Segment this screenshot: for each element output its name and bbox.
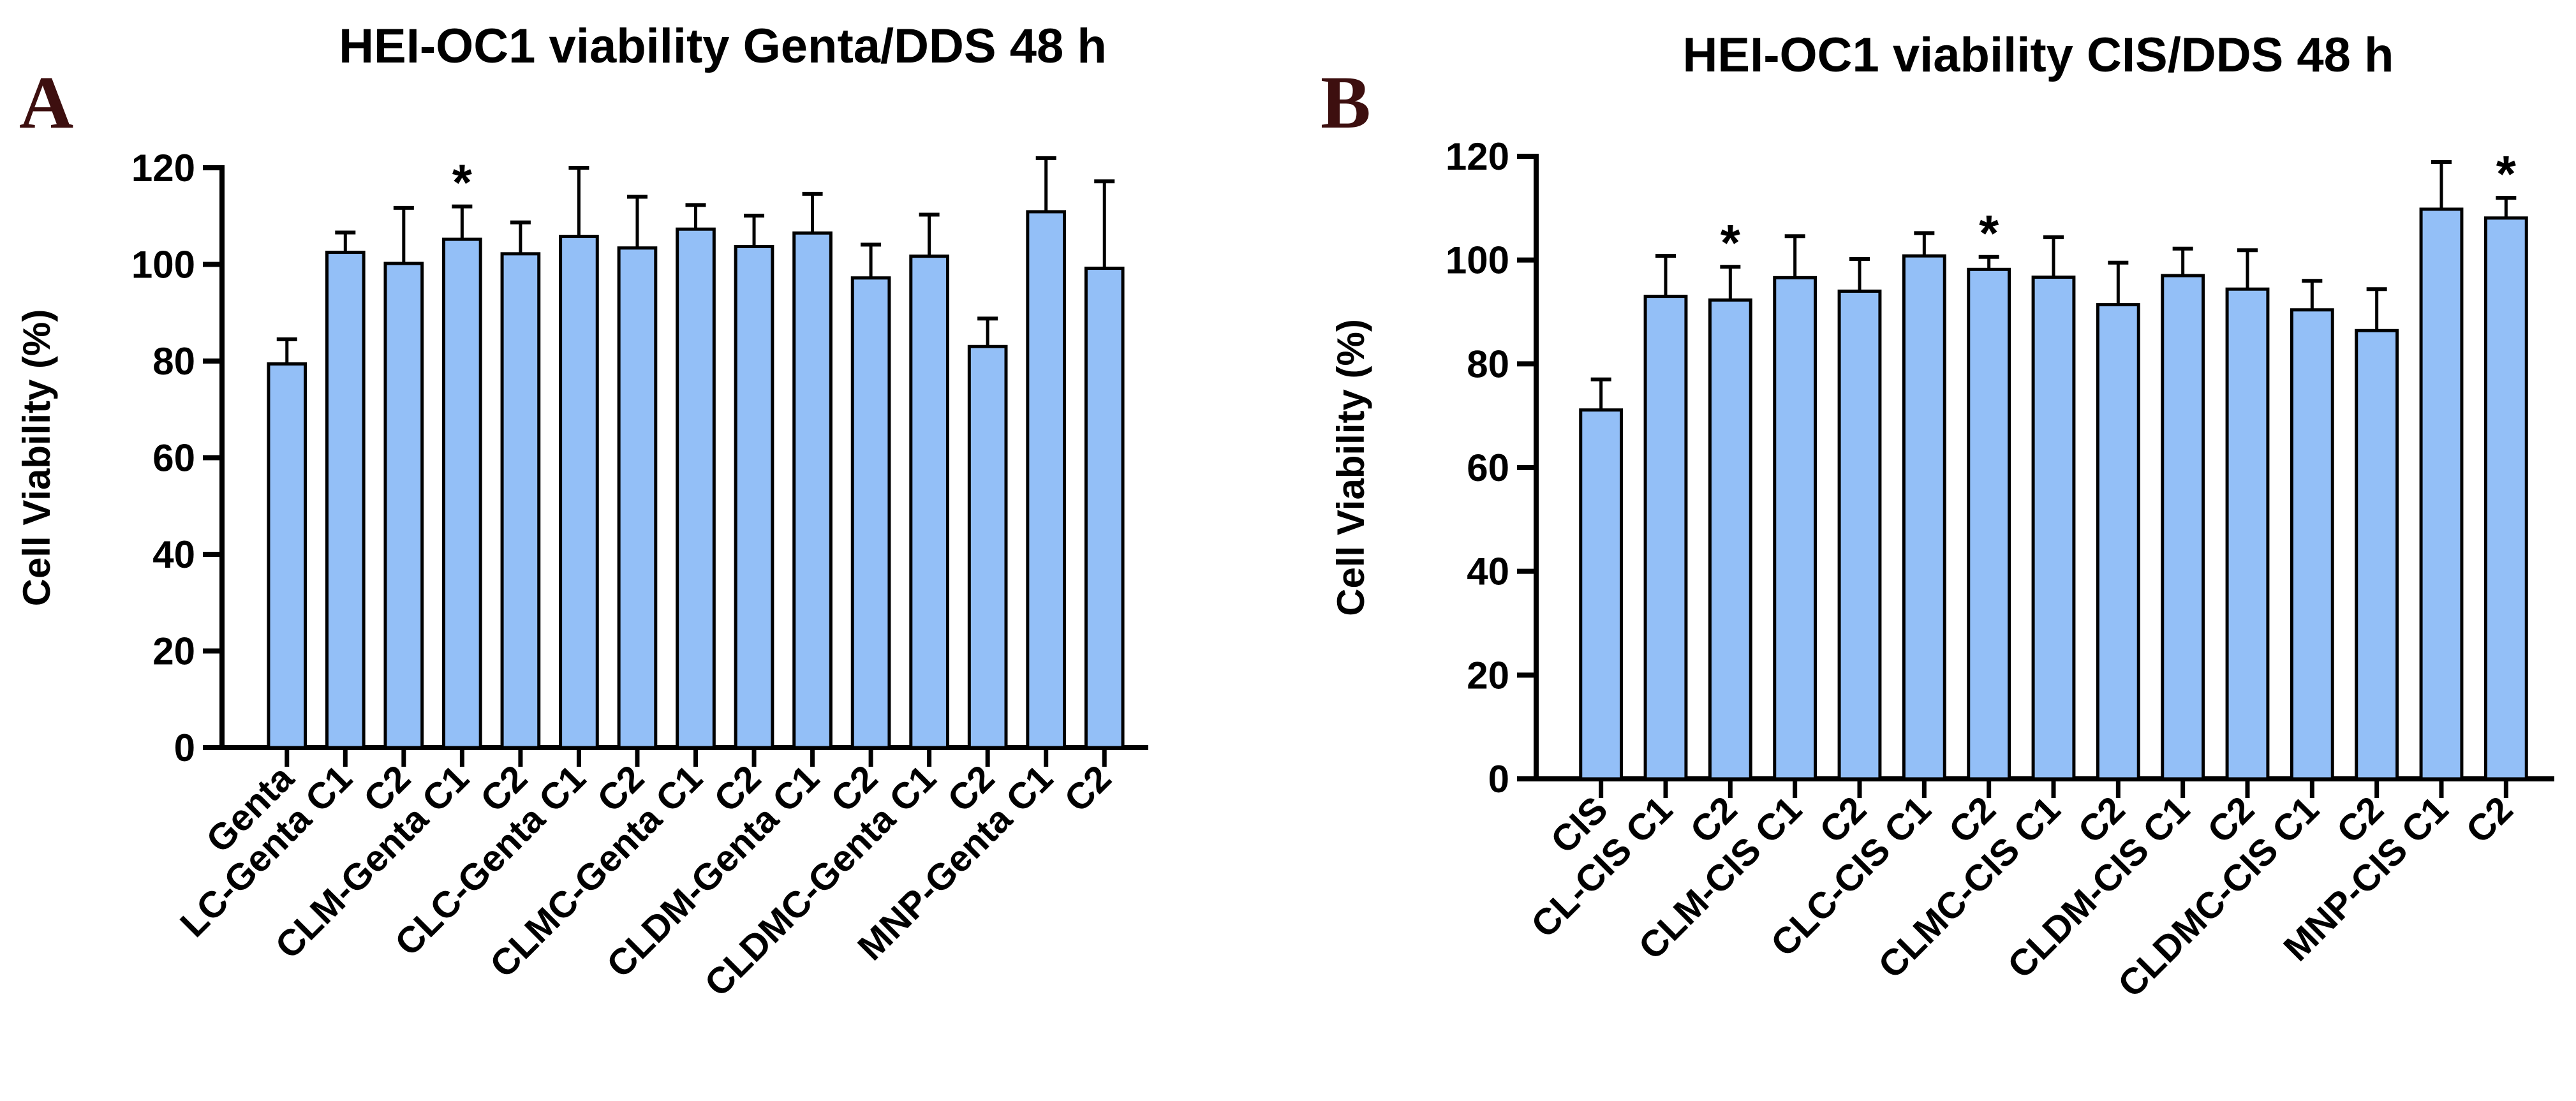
bar: [676, 227, 716, 750]
y-tick-label: 80: [152, 340, 195, 383]
bar: [850, 276, 891, 750]
bar: [442, 237, 482, 750]
x-tick-label: C2: [1056, 757, 1119, 820]
bar: [2483, 216, 2528, 781]
significance-marker: *: [1721, 214, 1741, 271]
y-tick-label: 80: [1467, 343, 1509, 385]
panel-letter: B: [1321, 61, 1371, 144]
bar: [967, 344, 1008, 750]
bar: [1902, 254, 1946, 781]
bar: [2031, 276, 2076, 781]
bar: [2290, 308, 2334, 781]
chart-panel-b: HEI-OC1 viability CIS/DDS 48 h B Cell Viab…: [1321, 28, 2554, 1005]
y-tick-label: 0: [174, 727, 195, 769]
bar: [2161, 274, 2205, 781]
bar: [734, 244, 774, 750]
bar: [500, 252, 541, 750]
chart-panel-a: HEI-OC1 viability Genta/DDS 48 h A Cell Vi…: [15, 19, 1148, 1005]
y-tick-label: 100: [131, 244, 195, 286]
bar: [2225, 287, 2270, 781]
y-tick-label: 120: [1446, 135, 1509, 178]
bar: [1837, 289, 1882, 781]
y-tick-label: 60: [152, 437, 195, 480]
bar: [1708, 298, 1752, 781]
y-tick-label: 40: [1467, 550, 1509, 593]
x-tick-label: C2: [2458, 788, 2520, 851]
bar: [1084, 267, 1125, 750]
significance-marker: *: [452, 154, 473, 211]
bar: [1773, 276, 1817, 781]
bar: [1026, 210, 1067, 750]
bar: [383, 262, 424, 750]
y-tick-label: 120: [131, 147, 195, 189]
bar: [1579, 408, 1624, 781]
panel-letter: A: [19, 61, 73, 144]
bar: [325, 251, 366, 750]
y-axis-label: Cell Viability (%): [1329, 319, 1372, 616]
bar: [909, 255, 949, 750]
bar: [2419, 207, 2464, 781]
chart-title: HEI-OC1 viability CIS/DDS 48 h: [1683, 28, 2394, 82]
significance-marker: *: [2496, 145, 2517, 202]
bar: [267, 362, 307, 750]
bar: [792, 231, 833, 750]
bar: [2355, 329, 2399, 781]
bar: [1643, 295, 1688, 781]
chart-title: HEI-OC1 viability Genta/DDS 48 h: [339, 19, 1107, 73]
y-tick-label: 20: [1467, 654, 1509, 697]
y-tick-label: 0: [1488, 758, 1509, 801]
bar: [2096, 303, 2140, 781]
bar: [559, 235, 599, 750]
y-tick-label: 100: [1446, 239, 1509, 282]
y-axis-label: Cell Viability (%): [15, 309, 58, 607]
y-tick-label: 60: [1467, 447, 1509, 489]
y-tick-label: 40: [152, 533, 195, 576]
bar: [1967, 267, 2011, 781]
bar: [617, 246, 658, 750]
y-tick-label: 20: [152, 630, 195, 673]
significance-marker: *: [1979, 205, 1999, 262]
